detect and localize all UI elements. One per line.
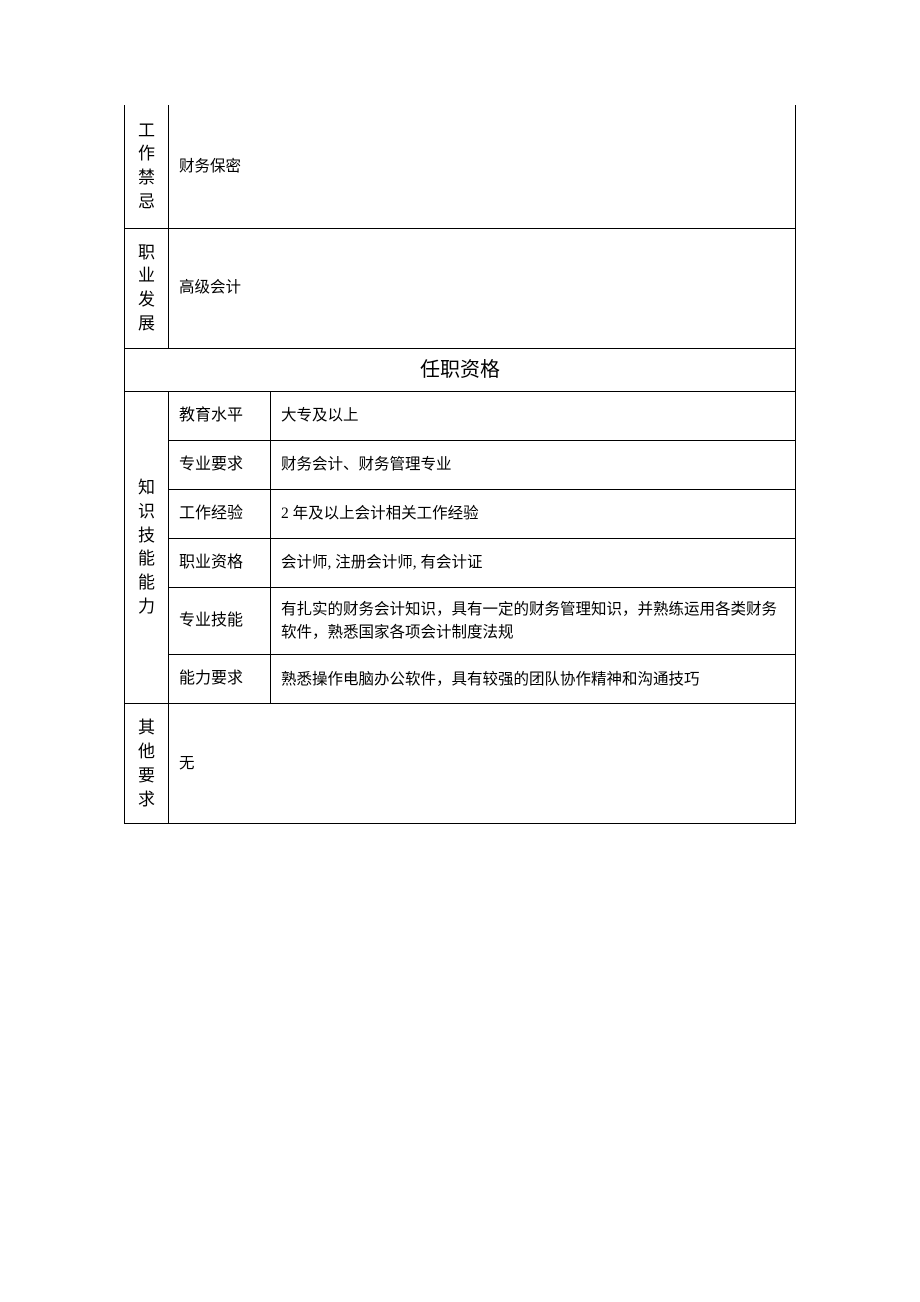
other-req-row: 其 他 要 求 无 bbox=[125, 704, 796, 824]
skills-value: 有扎实的财务会计知识，具有一定的财务管理知识，并熟练运用各类财务软件，熟悉国家各… bbox=[271, 587, 796, 655]
work-taboo-row: 工 作 禁 忌 财务保密 bbox=[125, 105, 796, 228]
career-dev-value: 高级会计 bbox=[169, 228, 796, 348]
ability-value: 熟悉操作电脑办公软件，具有较强的团队协作精神和沟通技巧 bbox=[271, 655, 796, 704]
major-row: 专业要求 财务会计、财务管理专业 bbox=[125, 440, 796, 489]
experience-label: 工作经验 bbox=[169, 489, 271, 538]
other-req-label: 其 他 要 求 bbox=[125, 704, 169, 824]
career-dev-label: 职 业 发 展 bbox=[125, 228, 169, 348]
experience-row: 工作经验 2 年及以上会计相关工作经验 bbox=[125, 489, 796, 538]
ability-label: 能力要求 bbox=[169, 655, 271, 704]
qualification-row: 职业资格 会计师, 注册会计师, 有会计证 bbox=[125, 538, 796, 587]
education-label: 教育水平 bbox=[169, 391, 271, 440]
work-taboo-value: 财务保密 bbox=[169, 105, 796, 228]
knowledge-skills-label: 知 识 技 能 能 力 bbox=[125, 391, 169, 704]
education-row: 知 识 技 能 能 力 教育水平 大专及以上 bbox=[125, 391, 796, 440]
career-dev-row: 职 业 发 展 高级会计 bbox=[125, 228, 796, 348]
major-value: 财务会计、财务管理专业 bbox=[271, 440, 796, 489]
section-header: 任职资格 bbox=[125, 348, 796, 391]
qualification-label: 职业资格 bbox=[169, 538, 271, 587]
section-header-row: 任职资格 bbox=[125, 348, 796, 391]
ability-row: 能力要求 熟悉操作电脑办公软件，具有较强的团队协作精神和沟通技巧 bbox=[125, 655, 796, 704]
work-taboo-label: 工 作 禁 忌 bbox=[125, 105, 169, 228]
experience-value: 2 年及以上会计相关工作经验 bbox=[271, 489, 796, 538]
skills-label: 专业技能 bbox=[169, 587, 271, 655]
other-req-value: 无 bbox=[169, 704, 796, 824]
education-value: 大专及以上 bbox=[271, 391, 796, 440]
job-qualification-table: 工 作 禁 忌 财务保密 职 业 发 展 高级会计 任职资格 知 识 技 能 能… bbox=[124, 105, 796, 824]
major-label: 专业要求 bbox=[169, 440, 271, 489]
skills-row: 专业技能 有扎实的财务会计知识，具有一定的财务管理知识，并熟练运用各类财务软件，… bbox=[125, 587, 796, 655]
qualification-value: 会计师, 注册会计师, 有会计证 bbox=[271, 538, 796, 587]
